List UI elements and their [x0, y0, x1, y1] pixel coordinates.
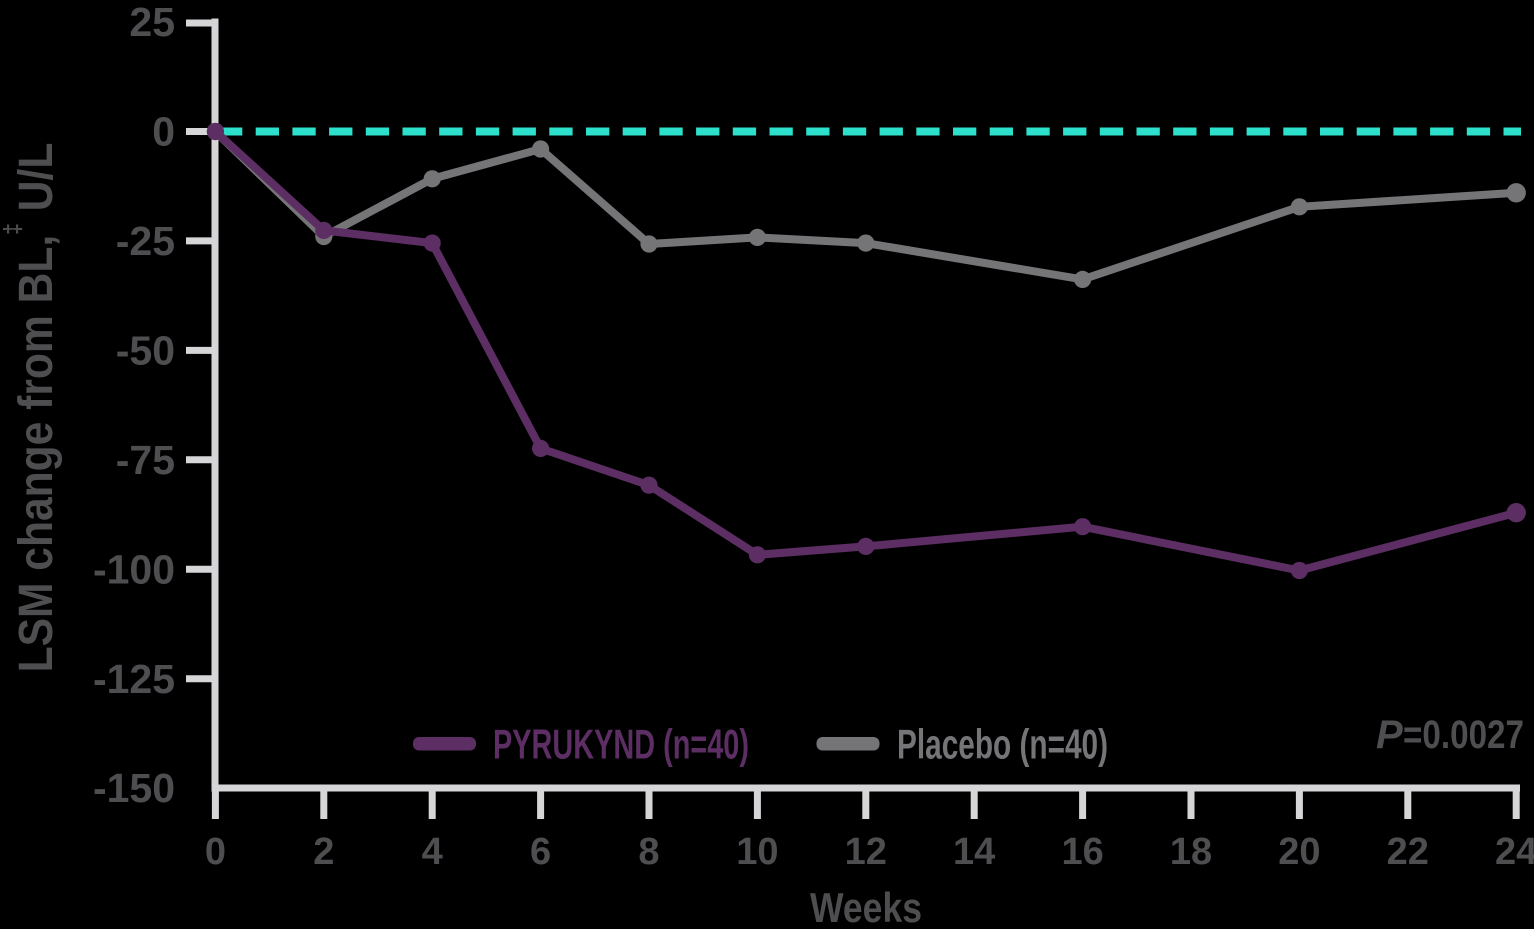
svg-text:6: 6 [530, 831, 551, 873]
svg-text:LSM change from BL,‡ U/L: LSM change from BL,‡ U/L [0, 143, 63, 673]
svg-text:25: 25 [129, 0, 175, 45]
svg-text:-50: -50 [116, 328, 175, 374]
svg-text:22: 22 [1387, 831, 1429, 873]
svg-text:PYRUKYND (n=40): PYRUKYND (n=40) [493, 721, 749, 768]
svg-text:2: 2 [313, 831, 334, 873]
svg-text:4: 4 [422, 831, 443, 873]
svg-text:Weeks: Weeks [810, 884, 922, 929]
svg-text:8: 8 [638, 831, 659, 873]
svg-text:0: 0 [152, 109, 175, 155]
svg-text:20: 20 [1278, 831, 1320, 873]
svg-text:-75: -75 [116, 437, 175, 483]
svg-text:=0.0027: =0.0027 [1403, 713, 1524, 757]
svg-text:24: 24 [1495, 831, 1534, 873]
svg-text:12: 12 [845, 831, 887, 873]
svg-text:18: 18 [1170, 831, 1212, 873]
svg-text:-150: -150 [93, 765, 175, 811]
svg-text:Placebo (n=40): Placebo (n=40) [897, 721, 1108, 768]
svg-text:-100: -100 [93, 547, 175, 593]
svg-text:-25: -25 [116, 218, 175, 264]
svg-text:-125: -125 [93, 656, 175, 702]
svg-text:P: P [1376, 713, 1403, 757]
svg-text:10: 10 [736, 831, 778, 873]
svg-text:16: 16 [1061, 831, 1103, 873]
svg-text:14: 14 [953, 831, 995, 873]
svg-text:0: 0 [205, 831, 226, 873]
